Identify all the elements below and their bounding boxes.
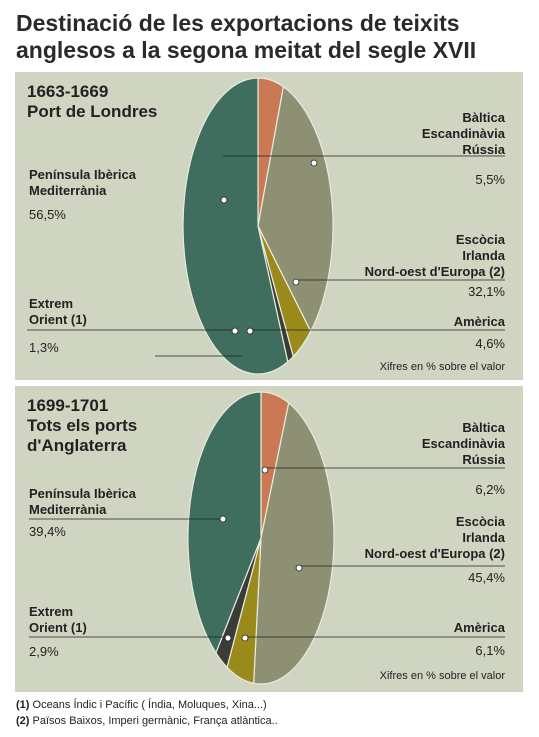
label-baltica: Bàltica Escandinàvia Rússia <box>421 110 505 157</box>
leader-lines <box>27 155 505 357</box>
value-iberica: 39,4% <box>29 524 66 539</box>
footnote-mark: (2) <box>16 715 30 727</box>
leader-dot-iberica <box>220 196 228 204</box>
leader-dot-extrem-orient <box>224 634 232 642</box>
chart-panel-1699: 1699-1701 Tots els ports d'Anglaterra Pe… <box>15 386 523 692</box>
label-extrem-orient: Extrem Orient (1) <box>29 604 87 635</box>
footnote-1: (1) Oceans Índic i Pacífic ( Índia, Molu… <box>16 697 278 713</box>
chart-panel-1663: 1663-1669 Port de Londres Península Ibèr… <box>15 72 523 380</box>
footnote-text: Oceans Índic i Pacífic ( Índia, Moluques… <box>29 699 267 711</box>
leader-dot-escocia <box>295 564 303 572</box>
label-escocia: Escòcia Irlanda Nord-oest d'Europa (2) <box>364 232 505 279</box>
value-extrem-orient: 1,3% <box>29 340 59 355</box>
footnote-mark: (1) <box>16 699 30 711</box>
leader-dot-baltica <box>261 466 269 474</box>
leader-dot-america <box>241 634 249 642</box>
label-extrem-orient: Extrem Orient (1) <box>29 296 87 327</box>
pie-chart-1699 <box>29 391 505 685</box>
pie-slice-iberica <box>187 391 262 655</box>
value-escocia: 32,1% <box>468 284 505 299</box>
leader-dots <box>220 159 318 335</box>
label-america: Amèrica <box>453 314 505 329</box>
leader-dot-escocia <box>292 278 300 286</box>
chart-note: Xifres en % sobre el valor <box>379 361 505 373</box>
pie-slice-escocia <box>253 401 335 685</box>
panel-title: 1663-1669 Port de Londres <box>27 82 158 121</box>
pie-slices <box>182 77 334 375</box>
pie-chart-1663 <box>27 77 505 375</box>
value-escocia: 45,4% <box>468 570 505 585</box>
leader-dots <box>219 466 303 642</box>
leader-dot-america <box>246 327 254 335</box>
value-extrem-orient: 2,9% <box>29 644 59 659</box>
label-america: Amèrica <box>453 620 505 635</box>
panel-title: 1699-1701 Tots els ports d'Anglaterra <box>27 396 138 455</box>
value-america: 6,1% <box>475 643 505 658</box>
pie-slice-iberica <box>182 77 289 375</box>
footnote-text: Països Baixos, Imperi germànic, França a… <box>29 715 278 727</box>
label-escocia: Escòcia Irlanda Nord-oest d'Europa (2) <box>364 514 505 561</box>
value-baltica: 5,5% <box>475 172 505 187</box>
leader-dot-baltica <box>310 159 318 167</box>
label-baltica: Bàltica Escandinàvia Rússia <box>421 420 505 467</box>
pie-slices <box>187 391 335 685</box>
value-iberica: 56,5% <box>29 207 66 222</box>
value-baltica: 6,2% <box>475 482 505 497</box>
label-iberica: Península Ibèrica Mediterrània <box>29 486 136 517</box>
leader-dot-extrem-orient <box>231 327 239 335</box>
leader-lines <box>29 467 505 638</box>
page-title: Destinació de les exportacions de teixit… <box>16 10 477 63</box>
pie-slice-escocia <box>257 85 334 333</box>
leader-dot-iberica <box>219 515 227 523</box>
label-iberica: Península Ibèrica Mediterrània <box>29 167 136 198</box>
chart-note: Xifres en % sobre el valor <box>379 670 505 682</box>
value-america: 4,6% <box>475 336 505 351</box>
footnotes: (1) Oceans Índic i Pacífic ( Índia, Molu… <box>16 697 278 729</box>
footnote-2: (2) Països Baixos, Imperi germànic, Fran… <box>16 713 278 729</box>
